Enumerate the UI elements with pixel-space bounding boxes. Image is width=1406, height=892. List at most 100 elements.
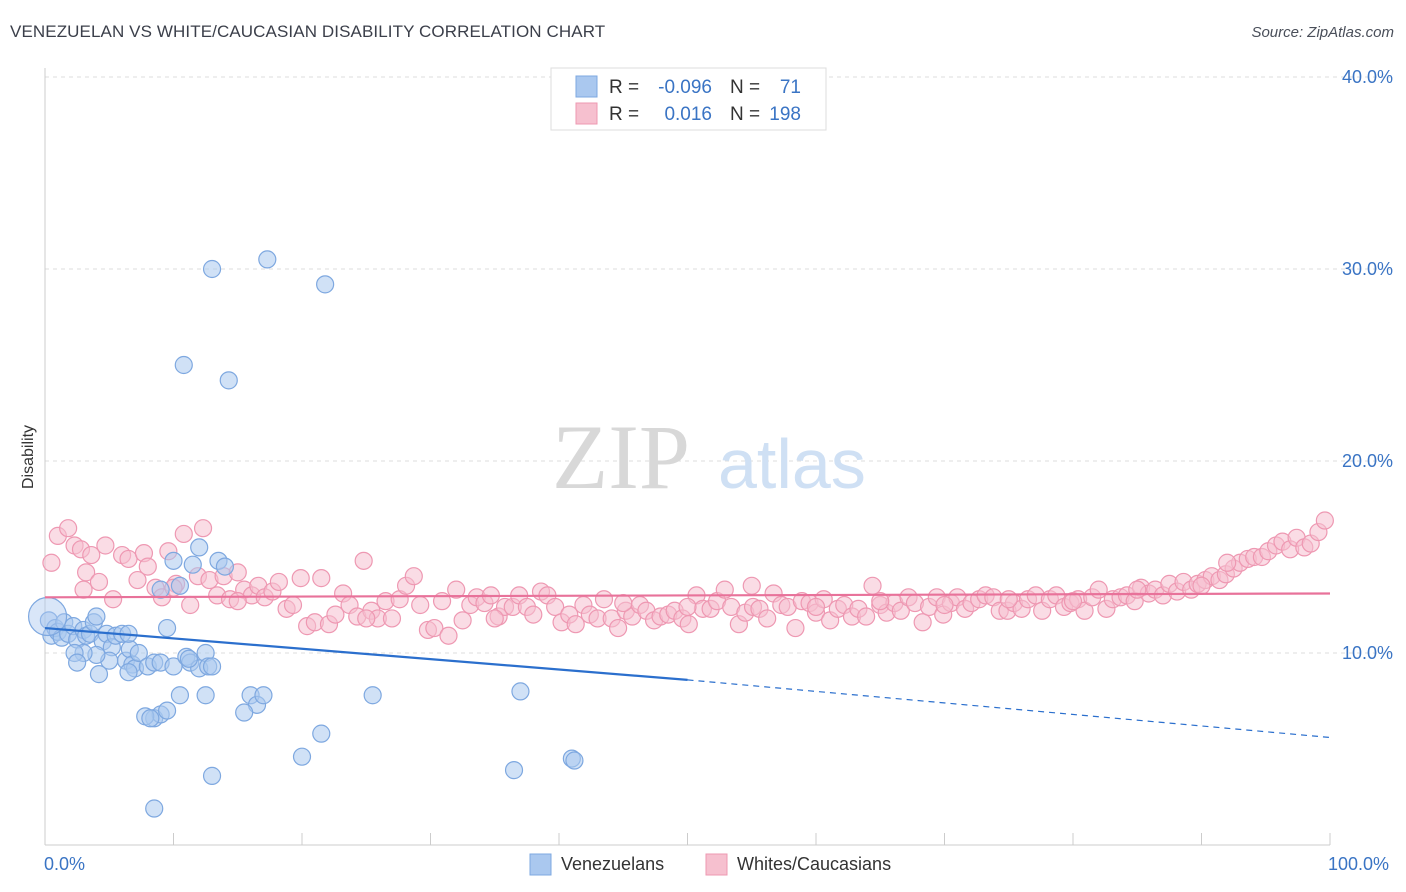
venezuelans-point: [174, 355, 193, 375]
whites-caucasians-point: [678, 597, 697, 617]
venezuelans-point: [565, 751, 584, 770]
whites-caucasians-point: [82, 545, 101, 565]
venezuelans-point: [141, 709, 160, 728]
y-tick-label: 20.0%: [1342, 451, 1393, 471]
venezuelans-point: [151, 580, 170, 599]
whites-caucasians-point: [128, 570, 147, 590]
venezuelans-point: [183, 555, 202, 574]
whites-caucasians-point: [913, 613, 932, 632]
whites-caucasians-point: [1218, 553, 1237, 572]
legend-n-label-whites-caucasians: N =: [730, 104, 760, 125]
whites-caucasians-point: [786, 618, 805, 638]
venezuelans-point: [196, 686, 215, 705]
whites-caucasians-point: [439, 626, 458, 645]
whites-caucasians-point: [742, 576, 761, 595]
venezuelans-point: [129, 643, 148, 663]
venezuelans-point: [89, 665, 109, 684]
whites-caucasians-point: [283, 595, 303, 615]
whites-caucasians-point: [1128, 580, 1147, 599]
venezuelans-point: [292, 747, 312, 766]
venezuelans-point: [68, 653, 87, 672]
venezuelans-point: [170, 576, 190, 595]
legend-n-value-whites-caucasians: 198: [769, 104, 801, 125]
venezuelans-point: [258, 250, 277, 269]
whites-caucasians-point: [181, 595, 200, 615]
legend-swatch-venezuelans: [575, 75, 598, 98]
watermark-zip: ZIP: [552, 406, 690, 508]
whites-caucasians-point: [382, 609, 402, 628]
venezuelans-point: [157, 618, 177, 638]
whites-caucasians-point: [566, 615, 585, 634]
whites-caucasians-point: [447, 580, 466, 599]
whites-caucasians-point: [269, 572, 288, 592]
venezuelans-point: [164, 551, 183, 570]
whites-caucasians-point: [354, 551, 373, 570]
venezuelans-point: [119, 663, 138, 682]
bottom-legend-swatch-whites-caucasians: [705, 853, 728, 876]
whites-caucasians-point: [524, 605, 543, 624]
venezuelans-point: [179, 649, 199, 668]
whites-caucasians-point: [891, 601, 910, 620]
whites-caucasians-point: [89, 572, 109, 592]
venezuelans-point: [219, 371, 238, 390]
whites-caucasians-point: [59, 519, 78, 538]
legend-r-value-whites-caucasians: 0.016: [664, 104, 712, 125]
bottom-legend-label-venezuelans: Venezuelans: [561, 854, 664, 874]
chart-title: VENEZUELAN VS WHITE/CAUCASIAN DISABILITY…: [10, 22, 606, 41]
venezuelans-point: [202, 766, 222, 785]
x-tick-label-max: 100.0%: [1328, 854, 1389, 874]
whites-caucasians-point: [614, 593, 633, 613]
whites-caucasians-point: [1192, 576, 1211, 595]
whites-caucasians-point: [425, 618, 444, 638]
whites-caucasians-point: [546, 597, 565, 617]
whites-caucasians-point: [96, 536, 115, 555]
whites-caucasians-point: [357, 609, 376, 628]
whites-caucasians-points: [42, 511, 1334, 645]
whites-caucasians-point: [326, 605, 345, 624]
y-tick-label: 10.0%: [1342, 643, 1393, 663]
whites-caucasians-point: [863, 576, 882, 595]
whites-caucasians-point: [1315, 511, 1334, 530]
whites-caucasians-point: [291, 569, 310, 588]
y-tick-labels: 10.0% 20.0% 30.0% 40.0%: [1342, 67, 1393, 663]
venezuelans-point: [87, 607, 106, 626]
whites-caucasians-point: [679, 615, 698, 634]
whites-caucasians-point: [77, 563, 96, 582]
whites-caucasians-point: [193, 519, 213, 538]
whites-caucasians-point: [999, 590, 1018, 609]
legend-swatch-whites-caucasians: [575, 102, 598, 125]
whites-caucasians-point: [228, 592, 247, 611]
venezuelans-point: [363, 686, 382, 705]
y-tick-label: 40.0%: [1342, 67, 1393, 87]
chart-source: Source: ZipAtlas.com: [1251, 24, 1394, 41]
x-tick-label-min: 0.0%: [44, 854, 85, 874]
venezuelans-point: [170, 686, 190, 705]
venezuelans-points: [27, 250, 584, 818]
venezuelans-trend-line-dashed: [687, 679, 1331, 739]
venezuelans-point: [202, 259, 222, 279]
whites-caucasians-point: [312, 569, 331, 588]
venezuelans-point: [504, 761, 524, 780]
whites-caucasians-point: [715, 580, 734, 599]
whites-caucasians-point: [104, 590, 123, 609]
y-tick-label: 30.0%: [1342, 259, 1393, 279]
whites-caucasians-point: [806, 597, 826, 617]
venezuelans-point: [312, 724, 331, 743]
venezuelans-point: [511, 682, 530, 701]
trend-lines: [44, 592, 1331, 739]
whites-caucasians-point: [594, 590, 614, 609]
venezuelans-trend-line: [44, 626, 688, 681]
whites-caucasians-point: [935, 595, 954, 615]
legend-r-value-venezuelans: -0.096: [658, 77, 712, 98]
venezuelans-point: [190, 538, 209, 557]
whites-caucasians-point: [411, 595, 430, 615]
watermark-atlas: atlas: [718, 425, 866, 503]
whites-caucasians-point: [871, 592, 890, 611]
whites-caucasians-point: [404, 567, 423, 586]
gridlines: [45, 76, 1392, 654]
whites-caucasians-point: [857, 607, 876, 626]
bottom-legend-label-whites-caucasians: Whites/Caucasians: [737, 854, 891, 874]
y-axis-title: Disability: [20, 425, 37, 489]
legend-n-label-venezuelans: N =: [730, 77, 760, 98]
